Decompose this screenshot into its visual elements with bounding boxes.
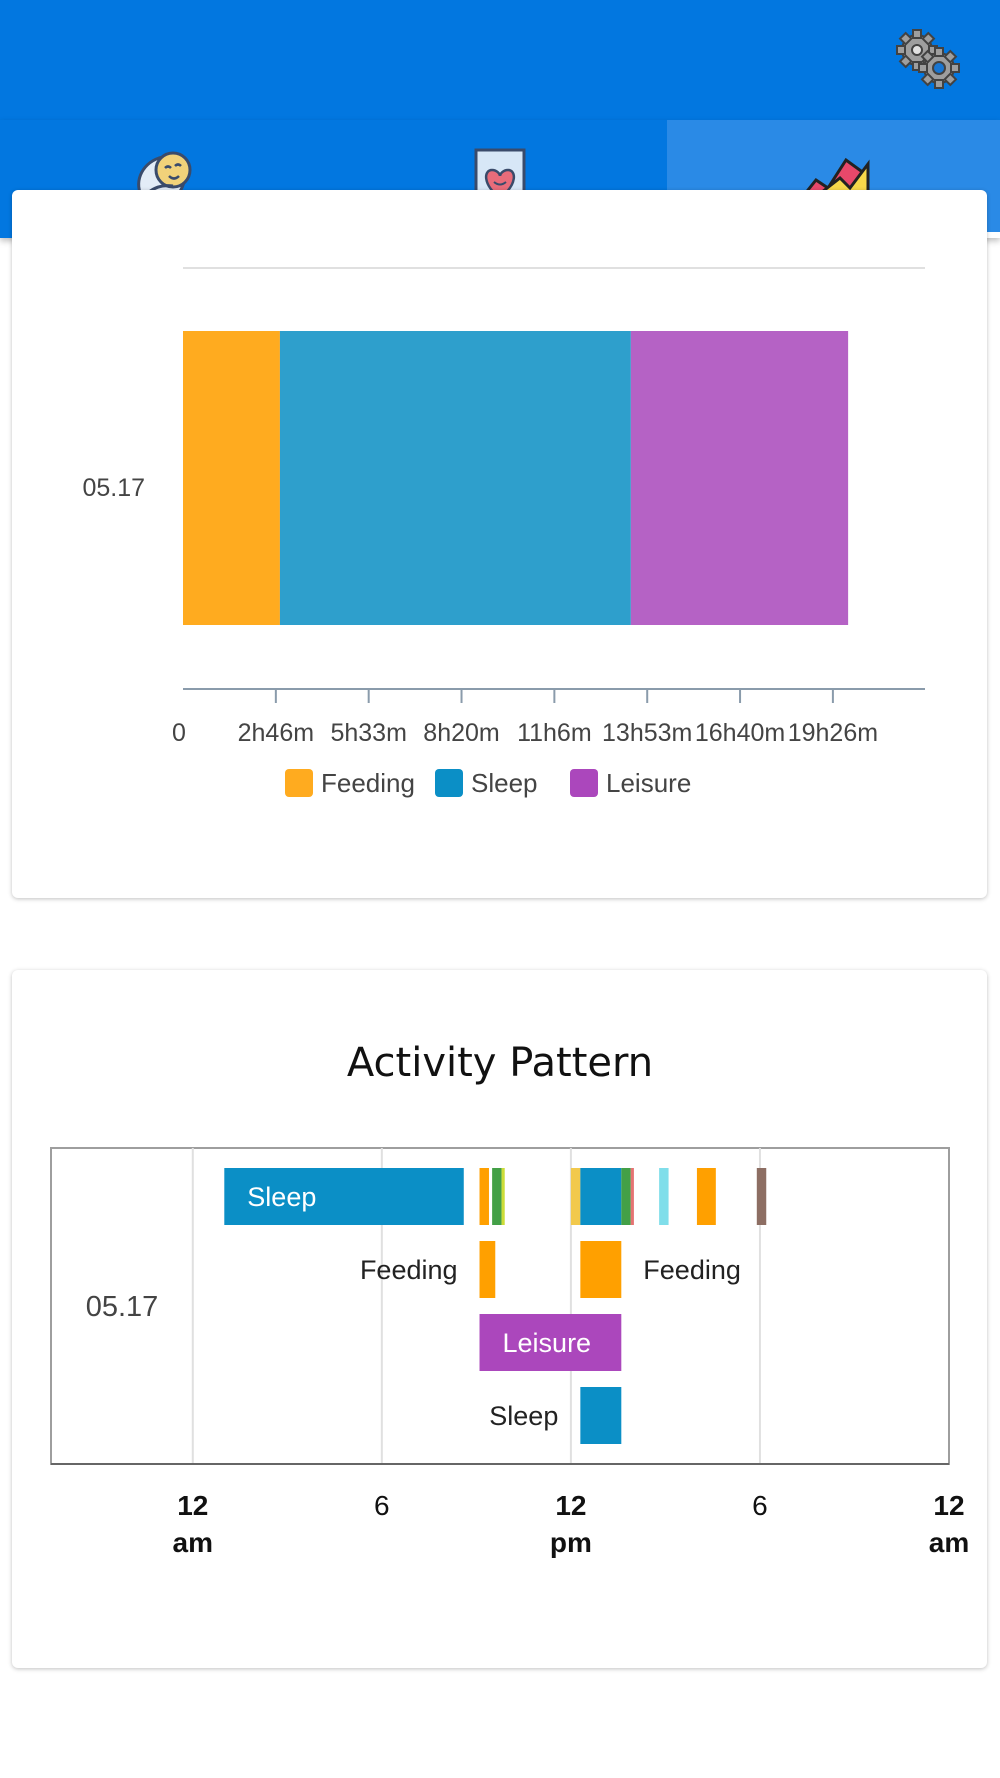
- x-tick-sublabel: am: [173, 1527, 213, 1558]
- legend-swatch-sleep[interactable]: [435, 769, 463, 797]
- category-label: 05.17: [86, 1291, 159, 1323]
- timeline-bar[interactable]: [756, 1168, 767, 1225]
- timeline-bar[interactable]: [659, 1168, 669, 1225]
- x-tick-label: 6: [374, 1490, 390, 1521]
- x-tick-label: 12: [555, 1490, 586, 1521]
- x-tick-label: 0: [172, 719, 186, 747]
- timeline-bar[interactable]: [479, 1314, 622, 1371]
- bar-segment-sleep: [279, 331, 631, 625]
- x-tick-sublabel: am: [929, 1527, 969, 1558]
- app-bar: [0, 0, 1000, 120]
- x-tick-label: 13h53m: [602, 719, 692, 747]
- x-tick-label: 2h46m: [238, 719, 314, 747]
- timeline-bar[interactable]: [492, 1168, 502, 1225]
- timeline-bar[interactable]: [570, 1168, 581, 1225]
- activity-pattern-title: Activity Pattern: [346, 1040, 654, 1086]
- legend-label-leisure[interactable]: Leisure: [606, 768, 691, 798]
- timeline-bar[interactable]: [580, 1168, 622, 1225]
- x-tick-sublabel: pm: [550, 1527, 592, 1558]
- timeline-bar[interactable]: [696, 1168, 716, 1225]
- timeline-bar[interactable]: [501, 1168, 505, 1225]
- activity-pattern-chart: 12 am 6 12 pm 6 12 am 05.17 Sleep Feeding Feeding Le…: [50, 1147, 969, 1558]
- bar-segment-leisure: [630, 331, 849, 625]
- legend-swatch-leisure[interactable]: [570, 769, 598, 797]
- timeline-bar-label: Sleep: [247, 1182, 316, 1212]
- legend-label-sleep[interactable]: Sleep: [471, 768, 538, 798]
- x-tick-label: 16h40m: [695, 719, 785, 747]
- timeline-bar-label: Feeding: [643, 1255, 741, 1285]
- x-tick-label: 11h6m: [517, 719, 592, 747]
- x-tick-label: 12: [933, 1490, 964, 1521]
- timeline-bar[interactable]: [621, 1168, 631, 1225]
- bar-segment-feeding: [183, 331, 280, 625]
- x-tick-label: 19h26m: [788, 719, 878, 747]
- duration-stacked-bar-chart: 05.17 0 2h46m 5h33m 8h20m 11h6m 13h53m 16h40m 19…: [82, 267, 925, 798]
- legend-label-feeding[interactable]: Feeding: [321, 768, 415, 798]
- timeline-bar-label: Leisure: [503, 1328, 592, 1358]
- x-tick-label: 12: [177, 1490, 208, 1521]
- timeline-bar-label: Sleep: [489, 1401, 558, 1431]
- legend-swatch-feeding[interactable]: [285, 769, 313, 797]
- timeline-bar[interactable]: [580, 1241, 622, 1298]
- category-label: 05.17: [82, 474, 145, 502]
- timeline-bar[interactable]: [630, 1168, 634, 1225]
- x-tick-label: 6: [752, 1490, 768, 1521]
- timeline-bar[interactable]: [580, 1387, 622, 1444]
- gears-icon[interactable]: [893, 28, 965, 94]
- x-tick-label: 8h20m: [423, 719, 499, 747]
- timeline-bar[interactable]: [479, 1241, 496, 1298]
- timeline-bar[interactable]: [224, 1168, 464, 1225]
- timeline-bar-label: Feeding: [360, 1255, 458, 1285]
- x-tick-label: 5h33m: [330, 719, 406, 747]
- timeline-bar[interactable]: [479, 1168, 489, 1225]
